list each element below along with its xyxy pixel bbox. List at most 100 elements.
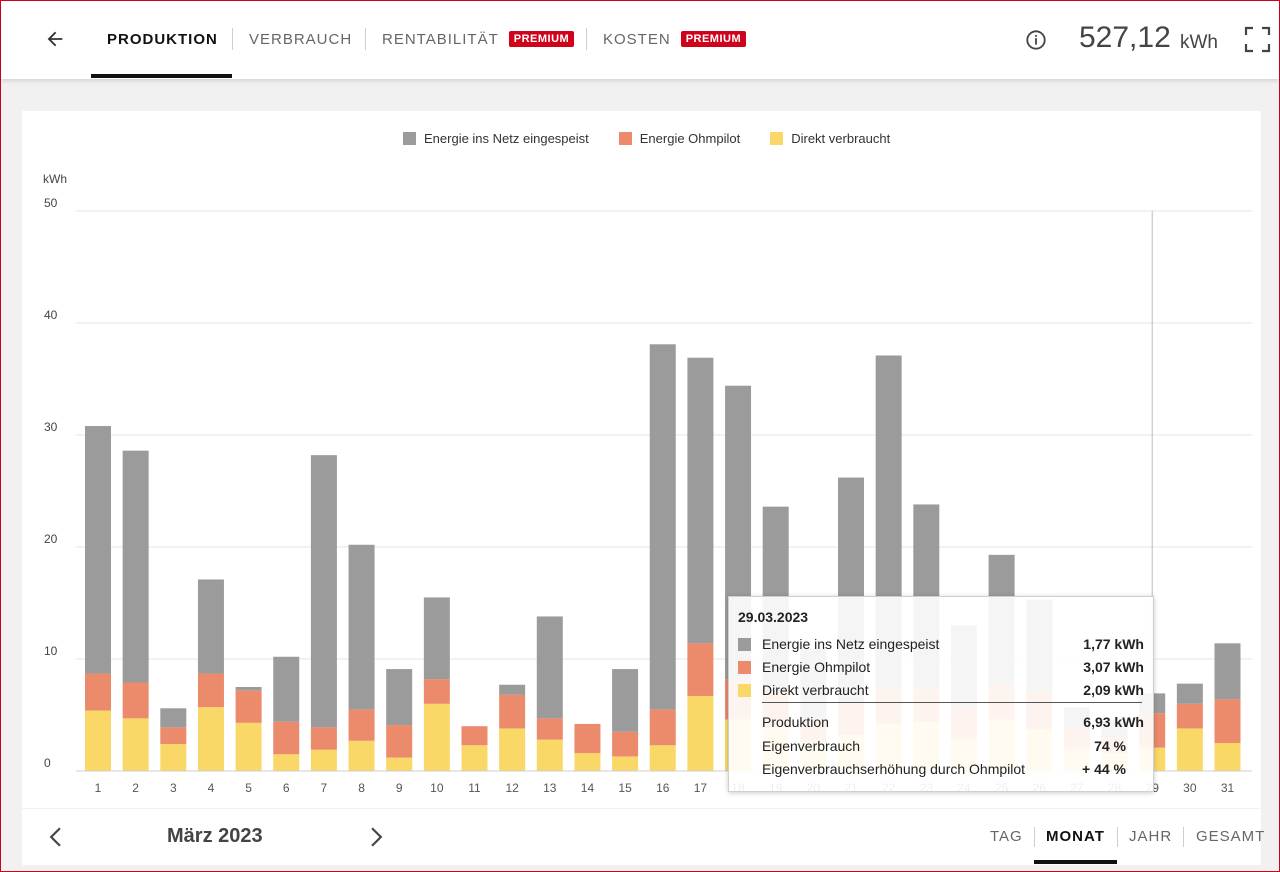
tab-kosten[interactable]: KOSTEN PREMIUM xyxy=(603,29,747,49)
current-month-label: März 2023 xyxy=(167,825,263,847)
bar-segment[interactable] xyxy=(310,749,337,771)
y-tick-label: 0 xyxy=(44,756,51,770)
bar-segment[interactable] xyxy=(1214,743,1241,771)
info-icon[interactable] xyxy=(1025,29,1047,51)
x-tick-label: 1 xyxy=(95,781,102,795)
tooltip-swatch xyxy=(738,660,751,674)
bar-segment[interactable] xyxy=(273,754,300,771)
bar-segment[interactable] xyxy=(649,709,676,746)
tooltip-label: Energie Ohmpilot xyxy=(762,659,871,675)
tab-produktion[interactable]: PRODUKTION xyxy=(107,29,218,49)
bar-segment[interactable] xyxy=(461,726,488,746)
tab-label: RENTABILITÄT xyxy=(382,30,499,48)
y-tick-label: 50 xyxy=(44,196,58,210)
bar-segment[interactable] xyxy=(348,740,375,771)
range-button-gesamt[interactable]: GESAMT xyxy=(1196,828,1266,845)
bar-segment[interactable] xyxy=(612,669,639,732)
bar-segment[interactable] xyxy=(461,745,488,771)
bar-segment[interactable] xyxy=(499,694,526,729)
bar-segment[interactable] xyxy=(160,708,187,728)
bar-segment[interactable] xyxy=(499,684,526,695)
bar-segment[interactable] xyxy=(197,673,224,708)
total-production-value: 527,12 xyxy=(1079,21,1171,54)
bar-segment[interactable] xyxy=(386,669,413,726)
bar-segment[interactable] xyxy=(348,709,375,741)
bar-segment[interactable] xyxy=(536,616,563,719)
x-tick-label: 8 xyxy=(358,781,365,795)
tooltip-row: Direkt verbraucht 2,09 kWh xyxy=(738,680,1144,700)
bar-segment[interactable] xyxy=(1176,703,1203,729)
bar-segment[interactable] xyxy=(85,673,111,711)
legend-label: Energie ins Netz eingespeist xyxy=(424,131,589,146)
bar-segment[interactable] xyxy=(574,723,601,754)
bar-segment[interactable] xyxy=(687,357,714,644)
tooltip-value: 3,07 kWh xyxy=(1083,659,1144,675)
tooltip-label: Energie ins Netz eingespeist xyxy=(762,636,940,652)
bar-segment[interactable] xyxy=(1176,683,1203,704)
bar-segment[interactable] xyxy=(160,727,187,745)
bar-segment[interactable] xyxy=(423,679,450,704)
y-tick-label: 30 xyxy=(44,420,58,434)
x-tick-label: 7 xyxy=(321,781,328,795)
chevron-right-icon[interactable] xyxy=(362,824,388,850)
bar-segment[interactable] xyxy=(348,544,375,710)
bar-segment[interactable] xyxy=(85,710,111,771)
back-button[interactable] xyxy=(41,25,69,53)
x-tick-label: 2 xyxy=(132,781,139,795)
legend-item-netz[interactable]: Energie ins Netz eingespeist xyxy=(403,131,589,146)
range-button-jahr[interactable]: JAHR xyxy=(1129,828,1173,845)
tooltip-value: 1,77 kWh xyxy=(1083,636,1144,652)
bar-segment[interactable] xyxy=(423,703,450,771)
bar-segment[interactable] xyxy=(649,344,676,710)
bar-segment[interactable] xyxy=(235,722,262,771)
bar-segment[interactable] xyxy=(197,707,224,771)
x-tick-label: 10 xyxy=(430,781,444,795)
tooltip-divider xyxy=(762,702,1142,703)
x-tick-label: 5 xyxy=(245,781,252,795)
bar-segment[interactable] xyxy=(536,739,563,771)
bar-segment[interactable] xyxy=(1176,728,1203,771)
range-button-monat[interactable]: MONAT xyxy=(1046,828,1105,845)
bar-segment[interactable] xyxy=(273,721,300,755)
bar-segment[interactable] xyxy=(536,718,563,740)
legend-item-ohmpilot[interactable]: Energie Ohmpilot xyxy=(618,131,741,146)
chevron-left-icon[interactable] xyxy=(44,824,70,850)
tooltip-value: 2,09 kWh xyxy=(1083,682,1144,698)
bar-segment[interactable] xyxy=(612,756,639,771)
bar-segment[interactable] xyxy=(197,579,224,674)
tooltip-row: Energie ins Netz eingespeist 1,77 kWh xyxy=(738,634,1144,654)
bar-segment[interactable] xyxy=(499,728,526,771)
bar-segment[interactable] xyxy=(122,682,149,719)
tooltip-label: Eigenverbrauch xyxy=(762,738,861,754)
tab-verbrauch[interactable]: VERBRAUCH xyxy=(249,29,352,49)
bar-segment[interactable] xyxy=(649,745,676,771)
bar-segment[interactable] xyxy=(423,597,450,680)
range-divider xyxy=(1034,827,1035,847)
bar-segment[interactable] xyxy=(273,656,300,722)
tab-rentabilitaet[interactable]: RENTABILITÄT PREMIUM xyxy=(382,29,575,49)
bar-segment[interactable] xyxy=(235,687,262,691)
bar-segment[interactable] xyxy=(122,450,149,683)
tooltip-summary-row: Eigenverbrauch 74 % xyxy=(738,736,1144,756)
bar-segment[interactable] xyxy=(235,690,262,723)
bar-segment[interactable] xyxy=(1214,643,1241,700)
bar-segment[interactable] xyxy=(687,695,714,771)
legend-label: Energie Ohmpilot xyxy=(639,131,741,146)
bar-segment[interactable] xyxy=(85,426,111,674)
tooltip-summary-row: Produktion 6,93 kWh xyxy=(738,712,1144,732)
bar-segment[interactable] xyxy=(160,744,187,771)
total-production-unit: kWh xyxy=(1180,32,1218,53)
bar-segment[interactable] xyxy=(310,455,337,728)
arrow-left-icon xyxy=(47,31,63,47)
bar-segment[interactable] xyxy=(310,727,337,750)
bar-segment[interactable] xyxy=(1214,699,1241,743)
bar-segment[interactable] xyxy=(612,731,639,757)
bar-segment[interactable] xyxy=(122,718,149,771)
legend-item-direkt[interactable]: Direkt verbraucht xyxy=(770,131,890,146)
bar-segment[interactable] xyxy=(687,643,714,696)
bar-segment[interactable] xyxy=(574,753,601,771)
bar-segment[interactable] xyxy=(386,725,413,758)
fullscreen-icon[interactable] xyxy=(1244,26,1271,53)
bar-segment[interactable] xyxy=(386,757,413,771)
range-button-tag[interactable]: TAG xyxy=(990,828,1023,845)
